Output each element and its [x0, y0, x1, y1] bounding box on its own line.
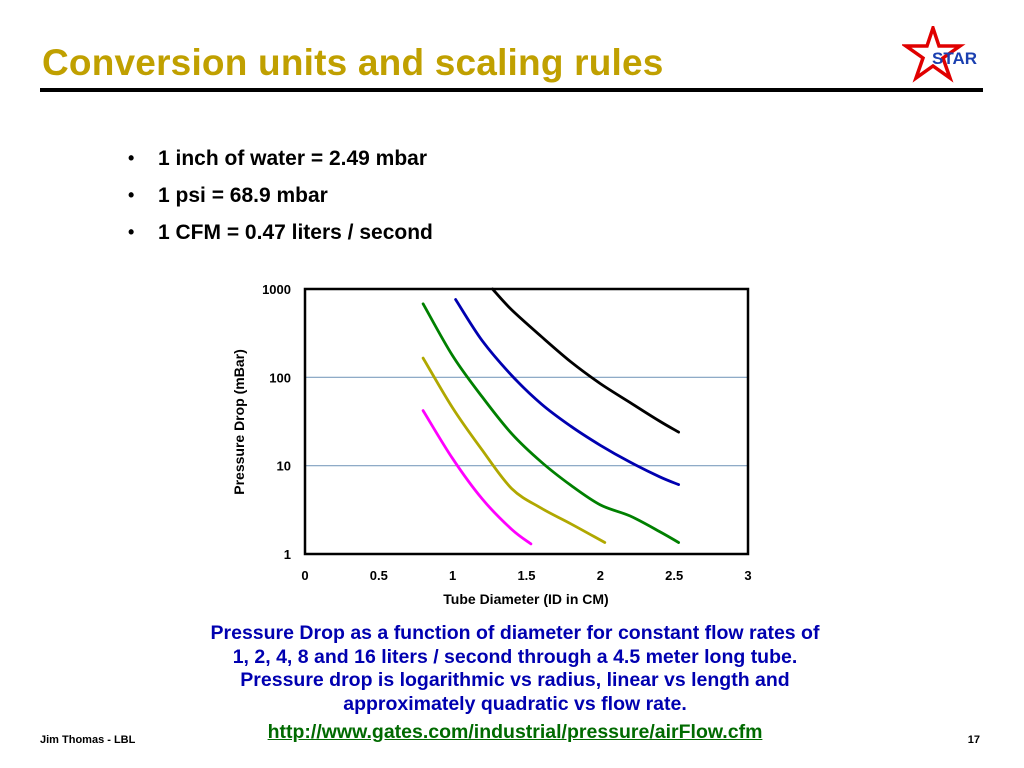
- x-tick-label: 1: [449, 568, 456, 583]
- bullet-text: 1 psi = 68.9 mbar: [158, 184, 328, 207]
- caption-line: approximately quadratic vs flow rate.: [343, 692, 687, 715]
- y-tick-label: 100: [269, 370, 291, 385]
- star-logo: STAR: [902, 26, 977, 83]
- y-axis-label: Pressure Drop (mBar): [231, 349, 247, 495]
- footer-author: Jim Thomas - LBL: [40, 734, 136, 746]
- bullet-dot: •: [128, 222, 135, 242]
- series-line: [421, 409, 533, 546]
- x-tick-label: 0.5: [370, 568, 388, 583]
- series-line: [421, 356, 607, 544]
- bullet-dot: •: [128, 148, 135, 168]
- y-tick-label: 1: [284, 547, 291, 562]
- conversion-list: • 1 inch of water = 2.49 mbar • 1 psi = …: [128, 140, 433, 251]
- title-divider: [40, 88, 983, 92]
- series-line: [491, 287, 680, 434]
- bullet-text: 1 CFM = 0.47 liters / second: [158, 221, 433, 244]
- caption-line: Pressure Drop as a function of diameter …: [210, 622, 820, 644]
- page-number: 17: [967, 734, 980, 746]
- caption-line: Pressure drop is logarithmic vs radius, …: [240, 669, 790, 691]
- x-tick-label: 0: [301, 568, 308, 583]
- bullet-item: • 1 CFM = 0.47 liters / second: [128, 214, 433, 251]
- bullet-item: • 1 inch of water = 2.49 mbar: [128, 140, 433, 177]
- bullet-dot: •: [128, 185, 135, 205]
- plot-frame: [303, 287, 750, 556]
- pressure-drop-chart: 1 10 100 1000 0 0.5 1 1.5 2 2.5 3 Tube Diameter (I…: [231, 282, 752, 607]
- grid-lines: [305, 376, 748, 467]
- bullet-text: 1 inch of water = 2.49 mbar: [158, 147, 428, 170]
- y-tick-label: 10: [277, 459, 291, 474]
- series-line: [421, 302, 680, 544]
- series-lines: [421, 287, 680, 546]
- axis-tick-labels: 1 10 100 1000 0 0.5 1 1.5 2 2.5 3: [262, 282, 752, 583]
- x-tick-label: 2.5: [665, 568, 683, 583]
- x-tick-label: 2: [597, 568, 604, 583]
- x-tick-label: 3: [744, 568, 751, 583]
- logo-text: STAR: [932, 49, 977, 68]
- x-tick-label: 1.5: [517, 568, 535, 583]
- y-tick-label: 1000: [262, 282, 291, 297]
- chart-caption: Pressure Drop as a function of diameter …: [130, 622, 900, 716]
- x-axis-label: Tube Diameter (ID in CM): [443, 591, 608, 607]
- slide-title: Conversion units and scaling rules: [42, 42, 664, 83]
- logo-star-shape: [902, 26, 966, 83]
- caption-line: 1, 2, 4, 8 and 16 liters / second throug…: [232, 645, 798, 668]
- series-line: [454, 298, 680, 486]
- bullet-item: • 1 psi = 68.9 mbar: [128, 177, 433, 214]
- source-link[interactable]: http://www.gates.com/industrial/pressure…: [267, 721, 763, 743]
